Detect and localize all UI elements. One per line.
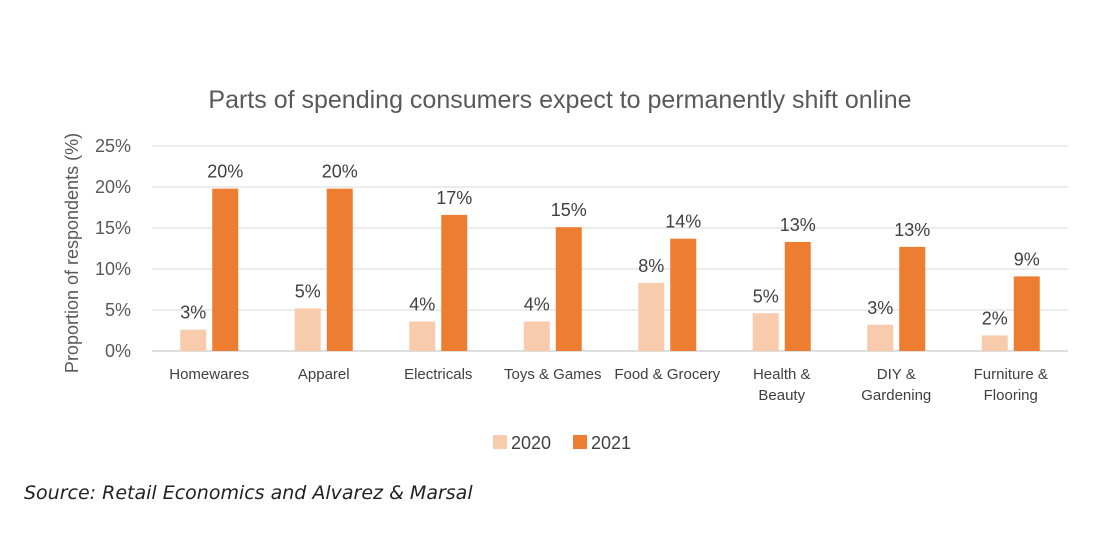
data-label-2020: 3% <box>180 303 206 323</box>
data-label-2020: 5% <box>295 281 321 301</box>
data-label-2021: 15% <box>551 200 587 220</box>
x-tick-label: Electricals <box>404 366 472 383</box>
bar-2020 <box>981 335 1008 351</box>
bar-2021 <box>212 188 239 351</box>
bar-2021 <box>441 214 468 351</box>
legend-label-2021: 2021 <box>591 433 631 453</box>
x-tick-label: Apparel <box>298 366 350 383</box>
data-label-2021: 20% <box>322 162 358 182</box>
y-tick-label: 25% <box>95 136 131 156</box>
bar-2021 <box>555 227 582 351</box>
y-axis-label: Proportion of respondents (%) <box>62 133 82 373</box>
legend-swatch-2021 <box>573 435 587 449</box>
legend: 2020 2021 <box>493 433 631 453</box>
data-labels: 3% 20% 5% 20% 4% 17% 4% 15% 8% 14% 5% 13% 3% 13% 2% 9% <box>180 162 1040 329</box>
data-label-2021: 13% <box>780 215 816 235</box>
bar-2020 <box>523 321 550 351</box>
x-tick-label: Homewares <box>169 366 249 383</box>
x-tick-label: Food & Grocery <box>614 366 720 383</box>
y-tick-label: 15% <box>95 218 131 238</box>
data-label-2021: 9% <box>1014 249 1040 269</box>
data-label-2021: 14% <box>665 212 701 232</box>
data-label-2020: 3% <box>867 298 893 318</box>
bar-2020 <box>752 313 779 351</box>
data-label-2020: 5% <box>753 286 779 306</box>
x-tick-label: Furniture & <box>974 366 1048 383</box>
bar-2020 <box>409 321 436 351</box>
data-label-2020: 8% <box>638 256 664 276</box>
bar-2020 <box>638 282 665 351</box>
chart-title: Parts of spending consumers expect to pe… <box>208 86 911 114</box>
legend-label-2020: 2020 <box>511 433 551 453</box>
x-tick-label: Health & <box>753 366 811 383</box>
data-label-2020: 2% <box>982 308 1008 328</box>
x-tick-label: Gardening <box>861 387 931 404</box>
x-tick-label: Toys & Games <box>504 366 602 383</box>
y-tick-label: 5% <box>105 300 131 320</box>
y-tick-label: 20% <box>95 177 131 197</box>
bar-2021 <box>784 241 811 351</box>
data-label-2021: 17% <box>436 188 472 208</box>
bar-2021 <box>899 246 926 351</box>
x-tick-label: DIY & <box>877 366 916 383</box>
data-label-2020: 4% <box>524 294 550 314</box>
bar-2020 <box>294 308 321 351</box>
bar-2021 <box>326 188 353 351</box>
x-tick-label: Flooring <box>984 387 1038 404</box>
bar-2020 <box>180 329 207 351</box>
x-axis-ticks: Homewares Apparel Electricals Toys & Games F… <box>169 366 1048 404</box>
source-note: Source: Retail Economics and Alvarez & M… <box>24 482 473 504</box>
data-label-2020: 4% <box>409 294 435 314</box>
bar-2021 <box>670 238 697 351</box>
x-tick-label: Beauty <box>758 387 805 404</box>
bar-2020 <box>867 324 894 351</box>
data-label-2021: 20% <box>207 162 243 182</box>
y-tick-label: 10% <box>95 259 131 279</box>
y-tick-label: 0% <box>105 341 131 361</box>
y-axis-ticks: 0% 5% 10% 15% 20% 25% <box>95 136 131 361</box>
legend-swatch-2020 <box>493 435 507 449</box>
bars <box>180 188 1040 351</box>
gridlines <box>152 145 1068 352</box>
data-label-2021: 13% <box>894 220 930 240</box>
bar-2021 <box>1013 276 1040 351</box>
